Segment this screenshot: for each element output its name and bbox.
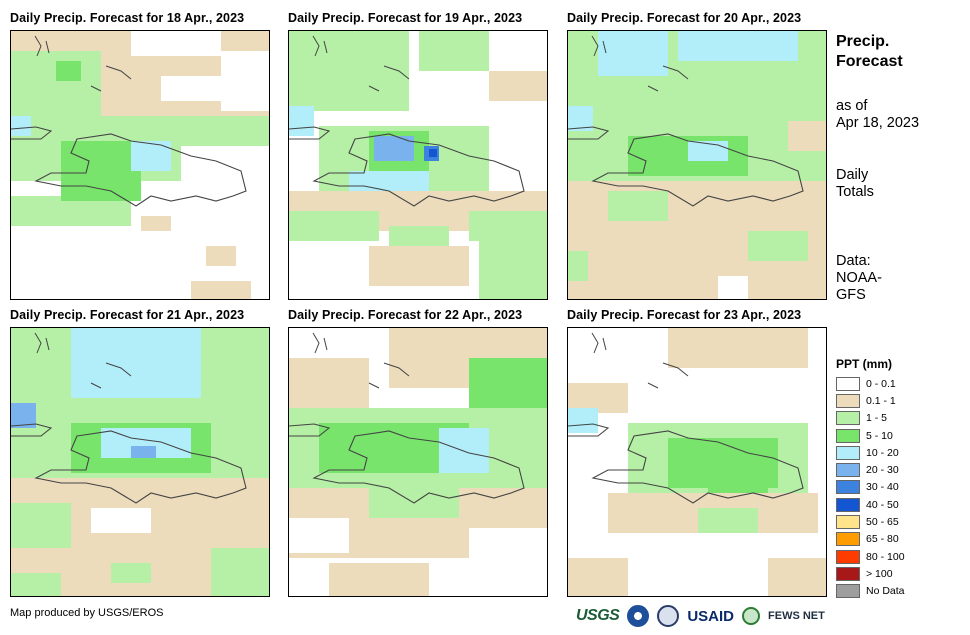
legend-label: 65 - 80	[866, 533, 899, 546]
hispaniola-outline	[312, 133, 525, 207]
precip-field	[11, 328, 269, 596]
hispaniola-outline	[591, 133, 804, 207]
hispaniola-outline	[34, 430, 247, 504]
legend-item: 10 - 20	[836, 444, 905, 461]
legend-item: No Data	[836, 583, 905, 600]
legend-label: > 100	[866, 567, 893, 580]
legend-item: 1 - 5	[836, 410, 905, 427]
cuba-outline	[568, 423, 610, 437]
cuba-outline	[11, 126, 53, 140]
usaid-logo: USAID	[687, 607, 735, 625]
bahamas-outline	[34, 332, 132, 389]
legend-label: 50 - 65	[866, 516, 899, 529]
source-line-3: GFS	[836, 287, 866, 303]
legend-item: > 100	[836, 565, 905, 582]
asof-line-2: Apr 18, 2023	[836, 115, 920, 131]
fews-net-globe-icon	[742, 607, 761, 625]
forecast-map-21-apr	[10, 327, 270, 597]
legend-label: 0.1 - 1	[866, 394, 896, 407]
legend-item: 0.1 - 1	[836, 392, 905, 409]
precip-field	[289, 31, 547, 299]
forecast-map-18-apr	[10, 30, 270, 300]
legend-item: 50 - 65	[836, 513, 905, 530]
asof-line-1: as of	[836, 98, 868, 114]
legend-item: 80 - 100	[836, 548, 905, 565]
totals-line-2: Totals	[836, 184, 874, 200]
forecast-map-22-apr	[288, 327, 548, 597]
legend-swatch	[836, 532, 860, 547]
sidebar-asof: as of Apr 18, 2023	[836, 98, 919, 132]
precip-field	[289, 328, 547, 596]
legend-label: 20 - 30	[866, 464, 899, 477]
legend-swatch	[836, 515, 860, 530]
precip-legend: PPT (mm) 0 - 0.1 0.1 - 1 1 - 5 5 - 10 10 - 2…	[836, 357, 905, 600]
cuba-outline	[289, 126, 331, 140]
legend-label: 10 - 20	[866, 446, 899, 459]
legend-label: 30 - 40	[866, 481, 899, 494]
totals-line-1: Daily	[836, 167, 869, 183]
bahamas-outline	[312, 332, 410, 389]
legend-swatch	[836, 463, 860, 478]
panel-title-1: Daily Precip. Forecast for 18 Apr., 2023	[10, 11, 245, 25]
legend-swatch	[836, 376, 860, 391]
legend-swatch	[836, 480, 860, 495]
hispaniola-outline	[34, 133, 247, 207]
forecast-map-23-apr	[567, 327, 827, 597]
heading-line-1: Precip.	[836, 33, 890, 50]
panel-title-6: Daily Precip. Forecast for 23 Apr., 2023	[567, 308, 802, 322]
sidebar-heading: Precip. Forecast	[836, 32, 903, 72]
panel-title-4: Daily Precip. Forecast for 21 Apr., 2023	[10, 308, 245, 322]
legend-label: 5 - 10	[866, 429, 893, 442]
legend-item: 40 - 50	[836, 496, 905, 513]
bahamas-outline	[34, 35, 132, 92]
legend-item: 65 - 80	[836, 531, 905, 548]
sidebar-totals: Daily Totals	[836, 167, 874, 201]
legend-label: 1 - 5	[866, 412, 888, 425]
legend-rows: 0 - 0.1 0.1 - 1 1 - 5 5 - 10 10 - 20 20 - 30 3…	[836, 375, 905, 600]
legend-item: 0 - 0.1	[836, 375, 905, 392]
legend-swatch	[836, 549, 860, 564]
forecast-map-19-apr	[288, 30, 548, 300]
bahamas-outline	[591, 332, 689, 389]
cuba-outline	[11, 423, 53, 437]
legend-label: 0 - 0.1	[866, 377, 896, 390]
panel-title-3: Daily Precip. Forecast for 20 Apr., 2023	[567, 11, 802, 25]
footer-credit: Map produced by USGS/EROS	[10, 607, 164, 619]
cuba-outline	[568, 126, 610, 140]
source-line-2: NOAA-	[836, 270, 882, 286]
partner-logos: USGS USAID FEWS NET	[576, 601, 825, 631]
legend-swatch	[836, 428, 860, 443]
legend-title: PPT (mm)	[836, 357, 893, 371]
precip-field	[568, 31, 826, 299]
legend-swatch	[836, 566, 860, 581]
noaa-logo-icon	[627, 605, 650, 627]
bahamas-outline	[591, 35, 689, 92]
precip-field	[568, 328, 826, 596]
legend-swatch	[836, 584, 860, 599]
source-line-1: Data:	[836, 253, 871, 269]
legend-label: No Data	[866, 585, 905, 598]
cuba-outline	[289, 423, 331, 437]
legend-swatch	[836, 393, 860, 408]
legend-swatch	[836, 497, 860, 512]
hispaniola-outline	[312, 430, 525, 504]
legend-swatch	[836, 411, 860, 426]
sidebar-source: Data: NOAA- GFS	[836, 253, 882, 304]
hispaniola-outline	[591, 430, 804, 504]
precip-field	[11, 31, 269, 299]
legend-item: 30 - 40	[836, 479, 905, 496]
usgs-logo: USGS	[576, 607, 620, 624]
legend-label: 80 - 100	[866, 550, 905, 563]
bahamas-outline	[312, 35, 410, 92]
legend-item: 5 - 10	[836, 427, 905, 444]
legend-swatch	[836, 445, 860, 460]
forecast-map-20-apr	[567, 30, 827, 300]
heading-line-2: Forecast	[836, 53, 903, 70]
panel-title-5: Daily Precip. Forecast for 22 Apr., 2023	[288, 308, 523, 322]
legend-label: 40 - 50	[866, 498, 899, 511]
panel-title-2: Daily Precip. Forecast for 19 Apr., 2023	[288, 11, 523, 25]
legend-item: 20 - 30	[836, 461, 905, 478]
state-dept-seal-icon	[657, 605, 680, 627]
fews-net-logo: FEWS NET	[768, 610, 825, 622]
